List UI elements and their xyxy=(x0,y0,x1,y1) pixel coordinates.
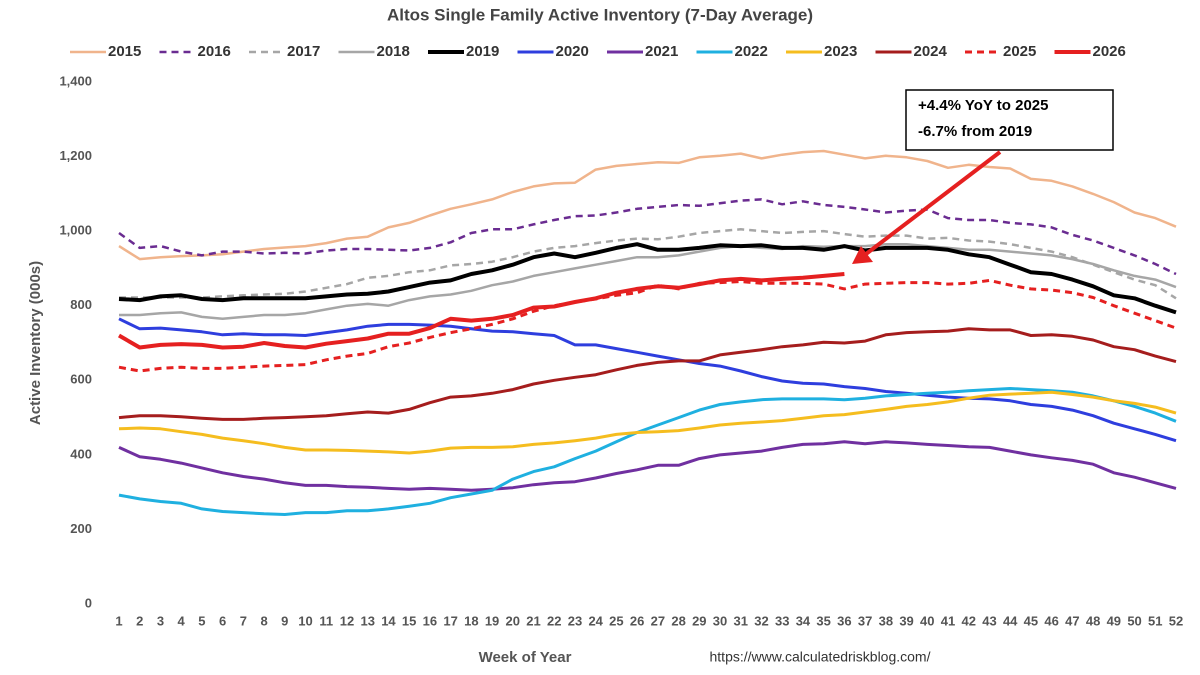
x-tick-label: 39 xyxy=(899,613,913,628)
x-tick-label: 22 xyxy=(547,613,561,628)
legend-label: 2018 xyxy=(377,43,410,60)
x-tick-label: 28 xyxy=(671,613,685,628)
legend-label: 2021 xyxy=(645,43,678,60)
legend-label: 2022 xyxy=(735,43,768,60)
x-tick-label: 45 xyxy=(1024,613,1038,628)
x-tick-label: 33 xyxy=(775,613,789,628)
series-line xyxy=(118,317,1177,443)
series-line xyxy=(118,390,1177,455)
x-tick-label: 42 xyxy=(962,613,976,628)
chart-title: Altos Single Family Active Inventory (7-… xyxy=(387,5,813,24)
x-tick-label: 17 xyxy=(443,613,457,628)
legend-label: 2025 xyxy=(1003,43,1036,60)
x-tick-label: 34 xyxy=(796,613,811,628)
x-tick-label: 48 xyxy=(1086,613,1100,628)
x-tick-label: 51 xyxy=(1148,613,1162,628)
legend-label: 2017 xyxy=(287,43,320,60)
x-tick-label: 44 xyxy=(1003,613,1018,628)
x-axis-label: Week of Year xyxy=(479,649,572,666)
x-tick-label: 20 xyxy=(506,613,520,628)
y-axis-label: Active Inventory (000s) xyxy=(27,261,44,425)
x-tick-label: 40 xyxy=(920,613,934,628)
x-tick-label: 15 xyxy=(402,613,416,628)
x-tick-label: 6 xyxy=(219,613,226,628)
arrow-head xyxy=(852,246,873,264)
x-tick-label: 41 xyxy=(941,613,955,628)
x-tick-label: 32 xyxy=(754,613,768,628)
x-tick-label: 43 xyxy=(982,613,996,628)
y-tick-label: 1,000 xyxy=(59,223,92,238)
x-tick-label: 12 xyxy=(340,613,354,628)
x-tick-label: 9 xyxy=(281,613,288,628)
y-tick-label: 800 xyxy=(70,297,92,312)
x-tick-label: 37 xyxy=(858,613,872,628)
series-line xyxy=(118,278,1177,373)
x-tick-label: 10 xyxy=(298,613,312,628)
x-tick-label: 49 xyxy=(1107,613,1121,628)
legend-label: 2020 xyxy=(556,43,589,60)
x-tick-label: 30 xyxy=(713,613,727,628)
y-tick-label: 0 xyxy=(85,595,92,610)
x-tick-label: 35 xyxy=(816,613,830,628)
x-tick-label: 23 xyxy=(568,613,582,628)
series-line xyxy=(119,228,1177,300)
x-tick-label: 47 xyxy=(1065,613,1079,628)
x-tick-label: 11 xyxy=(319,613,333,628)
x-tick-label: 25 xyxy=(609,613,623,628)
annotation: +4.4% YoY to 2025 xyxy=(918,97,1049,114)
source: https://www.calculatedriskblog.com/ xyxy=(710,649,931,665)
x-tick-label: 46 xyxy=(1044,613,1058,628)
x-tick-label: 1 xyxy=(115,613,122,628)
x-tick-label: 52 xyxy=(1169,613,1183,628)
x-tick-label: 16 xyxy=(423,613,437,628)
annotation: -6.7% from 2019 xyxy=(918,123,1032,140)
series-line xyxy=(118,242,1177,315)
series-line xyxy=(118,387,1177,516)
series-line xyxy=(118,440,1177,492)
x-tick-label: 19 xyxy=(485,613,499,628)
x-tick-label: 24 xyxy=(588,613,603,628)
annotation-arrow xyxy=(864,150,1002,256)
y-tick-label: 1,400 xyxy=(59,73,92,88)
x-tick-label: 29 xyxy=(692,613,706,628)
x-tick-label: 3 xyxy=(157,613,164,628)
x-tick-label: 36 xyxy=(837,613,851,628)
series-line xyxy=(119,242,1177,321)
legend-label: 2023 xyxy=(824,43,857,60)
x-tick-label: 18 xyxy=(464,613,478,628)
legend-label: 2024 xyxy=(914,43,948,60)
legend-label: 2015 xyxy=(108,43,141,60)
y-tick-label: 200 xyxy=(70,521,92,536)
x-tick-label: 50 xyxy=(1127,613,1141,628)
series-line xyxy=(118,149,1177,261)
x-tick-label: 14 xyxy=(381,613,396,628)
x-tick-label: 27 xyxy=(651,613,665,628)
x-tick-label: 31 xyxy=(734,613,748,628)
x-tick-label: 21 xyxy=(526,613,540,628)
x-tick-label: 13 xyxy=(360,613,374,628)
legend-label: 2016 xyxy=(198,43,231,60)
legend-label: 2019 xyxy=(466,43,499,60)
x-tick-label: 4 xyxy=(178,613,186,628)
y-tick-label: 1,200 xyxy=(59,148,92,163)
y-tick-label: 400 xyxy=(70,446,92,461)
x-tick-label: 7 xyxy=(240,613,247,628)
legend-label: 2026 xyxy=(1093,43,1126,60)
annotation-box xyxy=(905,89,1114,151)
series-line xyxy=(117,272,845,350)
x-tick-label: 38 xyxy=(879,613,893,628)
x-tick-label: 2 xyxy=(136,613,143,628)
y-tick-label: 600 xyxy=(70,372,92,387)
x-tick-label: 26 xyxy=(630,613,644,628)
x-tick-label: 8 xyxy=(260,613,267,628)
x-tick-label: 5 xyxy=(198,613,205,628)
series-line xyxy=(118,198,1177,276)
series-line xyxy=(118,327,1177,421)
